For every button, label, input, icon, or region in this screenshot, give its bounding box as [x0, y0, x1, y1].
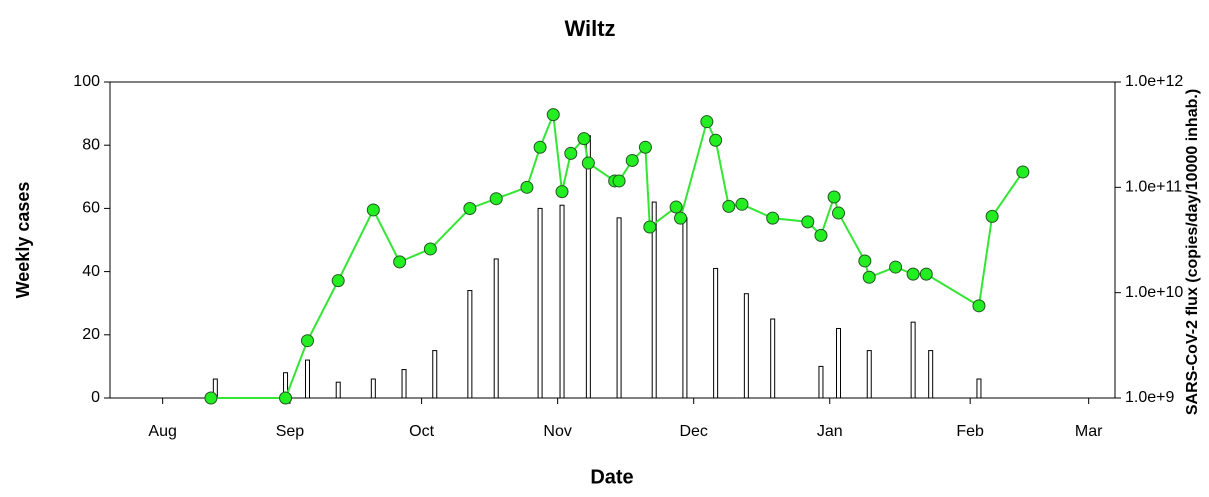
- x-tick-label: Mar: [1075, 423, 1103, 440]
- y-tick-label: 60: [82, 200, 100, 217]
- x-tick-label: Jan: [817, 423, 843, 440]
- bar: [976, 378, 982, 399]
- flux-point: [625, 153, 639, 167]
- flux-point: [889, 260, 903, 274]
- flux-point: [827, 190, 841, 204]
- y-tick-label: 100: [73, 73, 100, 90]
- bar: [559, 204, 565, 399]
- flux-point: [709, 133, 723, 147]
- x-tick-label: Sep: [276, 423, 305, 440]
- y2-tick-label: 1.0e+10: [1125, 284, 1183, 301]
- bar: [743, 293, 749, 399]
- bar: [616, 217, 622, 399]
- flux-point: [555, 185, 569, 199]
- y-tick-label: 80: [82, 136, 100, 153]
- flux-point: [393, 255, 407, 269]
- flux-point: [204, 391, 218, 405]
- bar: [401, 369, 407, 399]
- bar: [304, 359, 310, 399]
- y2-tick-label: 1.0e+12: [1125, 73, 1183, 90]
- flux-point: [669, 200, 683, 214]
- bar: [770, 318, 776, 399]
- flux-point: [520, 180, 534, 194]
- flux-point: [638, 140, 652, 154]
- flux-point: [919, 267, 933, 281]
- bar: [467, 290, 473, 399]
- flux-point: [581, 156, 595, 170]
- x-tick-label: Feb: [956, 423, 984, 440]
- flux-point: [533, 140, 547, 154]
- bar: [818, 365, 824, 399]
- flux-point: [546, 108, 560, 122]
- flux-point: [366, 203, 380, 217]
- flux-point: [577, 132, 591, 146]
- bar: [335, 381, 341, 399]
- y-tick-label: 40: [82, 263, 100, 280]
- x-tick-label: Aug: [148, 423, 176, 440]
- flux-point: [722, 199, 736, 213]
- flux-point: [564, 146, 578, 160]
- flux-point: [862, 270, 876, 284]
- flux-point: [423, 242, 437, 256]
- bar: [682, 217, 688, 399]
- flux-point: [674, 211, 688, 225]
- flux-point: [766, 211, 780, 225]
- flux-point: [331, 274, 345, 288]
- y2-tick-label: 1.0e+11: [1125, 179, 1182, 196]
- y-tick-label: 20: [82, 326, 100, 343]
- flux-line: [210, 114, 1024, 399]
- flux-point: [906, 267, 920, 281]
- plot-frame: [109, 81, 1116, 399]
- flux-point: [832, 206, 846, 220]
- flux-point: [489, 192, 503, 206]
- flux-point: [735, 197, 749, 211]
- chart-title: Wiltz: [564, 16, 615, 41]
- x-tick-label: Nov: [543, 423, 571, 440]
- y2-tick-label: 1.0e+9: [1125, 389, 1174, 406]
- bar: [866, 350, 872, 399]
- y2-axis-label: SARS-CoV-2 flux (copies/day/10000 inhab.…: [1184, 89, 1201, 415]
- flux-point: [300, 334, 314, 348]
- bar: [836, 327, 842, 399]
- flux-point: [858, 254, 872, 268]
- flux-point: [612, 174, 626, 188]
- flux-point: [279, 391, 293, 405]
- flux-point: [801, 215, 815, 229]
- x-tick-label: Dec: [679, 423, 707, 440]
- bar: [493, 258, 499, 399]
- flux-point: [700, 115, 714, 129]
- flux-point: [985, 209, 999, 223]
- bar: [432, 350, 438, 399]
- flux-point: [463, 201, 477, 215]
- bar: [537, 207, 543, 399]
- x-axis-label: Date: [590, 466, 633, 488]
- flux-point: [814, 228, 828, 242]
- x-tick-label: Oct: [409, 423, 434, 440]
- flux-point: [1016, 165, 1030, 179]
- flux-point: [643, 220, 657, 234]
- y-tick-label: 0: [91, 389, 100, 406]
- bar: [910, 321, 916, 399]
- bar: [585, 135, 591, 399]
- y-axis-label: Weekly cases: [13, 182, 33, 299]
- bar: [713, 267, 719, 399]
- bar: [651, 201, 657, 399]
- bar: [370, 378, 376, 399]
- flux-point: [972, 299, 986, 313]
- bar: [928, 350, 934, 399]
